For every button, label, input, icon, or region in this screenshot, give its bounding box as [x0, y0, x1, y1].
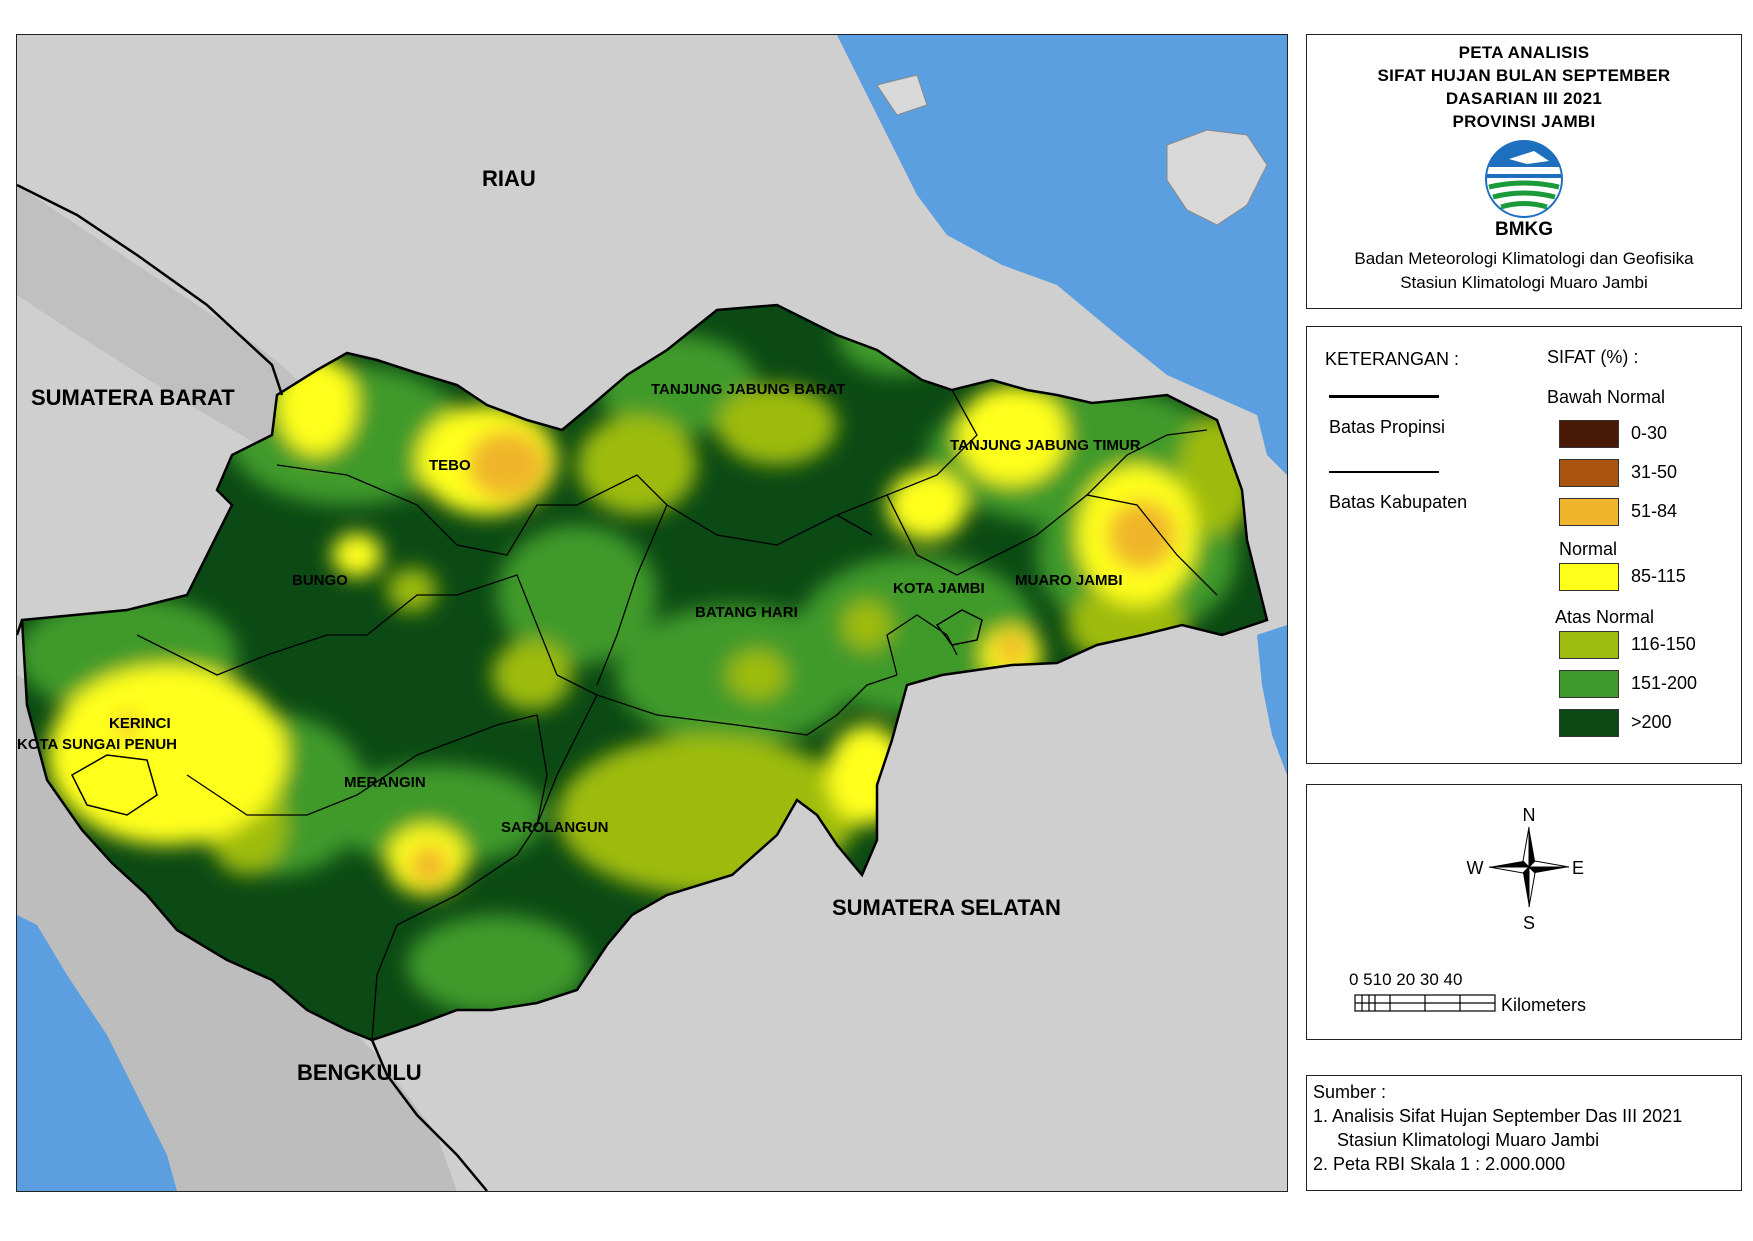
legend-heading: KETERANGAN : [1325, 349, 1460, 369]
label-sarolangun: SAROLANGUN [501, 819, 609, 836]
title-line-2: SIFAT HUJAN BULAN SEPTEMBER [1377, 66, 1671, 85]
source-heading: Sumber : [1313, 1082, 1387, 1102]
legend-class-heading: SIFAT (%) : [1547, 347, 1639, 367]
map-title: PETA ANALISIS SIFAT HUJAN BULAN SEPTEMBE… [1307, 41, 1741, 133]
legend-swatch-151-200 [1559, 670, 1619, 698]
label-merangin: MERANGIN [344, 774, 426, 791]
legend-province-boundary: Batas Propinsi [1329, 417, 1446, 437]
sea-west [17, 915, 177, 1191]
legend-district-boundary: Batas Kabupaten [1329, 492, 1468, 512]
rainfall-map: RIAU SUMATERA BARAT SUMATERA SELATAN BEN… [17, 35, 1287, 1191]
label-kota-sungai-penuh: KOTA SUNGAI PENUH [17, 736, 177, 753]
label-tanjung-jabung-timur: TANJUNG JABUNG TIMUR [950, 437, 1141, 454]
compass-w: W [1467, 858, 1484, 878]
map-frame: RIAU SUMATERA BARAT SUMATERA SELATAN BEN… [16, 34, 1288, 1192]
district-boundaries [136, 389, 1218, 1041]
north-scale-panel: N S E W 0 510 20 30 40 Kilometers [1306, 784, 1742, 1040]
source-panel: Sumber : 1. Analisis Sifat Hujan Septemb… [1306, 1075, 1742, 1191]
legend-label-51-84: 51-84 [1631, 501, 1678, 521]
province-boundary [17, 183, 284, 396]
legend-label-85-115: 85-115 [1631, 566, 1686, 586]
legend-label-116-150: 116-150 [1631, 634, 1696, 654]
island [1166, 129, 1268, 226]
label-kerinci: KERINCI [109, 715, 171, 732]
logo-text: BMKG [1494, 219, 1554, 240]
legend-label-31-50: 31-50 [1631, 462, 1678, 482]
mountain-relief [17, 185, 308, 455]
label-tanjung-jabung-barat: TANJUNG JABUNG BARAT [651, 381, 845, 398]
legend-swatch-0-30 [1559, 420, 1619, 448]
legend-swatch-over-200 [1559, 709, 1619, 737]
compass-e: E [1572, 858, 1584, 878]
label-tebo: TEBO [429, 457, 471, 474]
sea-east-south [1257, 625, 1287, 775]
north-arrow-scale: N S E W 0 510 20 30 40 Kilometers [1349, 805, 1586, 1015]
legend-label-0-30: 0-30 [1631, 423, 1668, 443]
label-riau: RIAU [482, 166, 536, 191]
province-boundary [17, 619, 24, 636]
province-boundary [20, 303, 1269, 1042]
agency-name: Badan Meteorologi Klimatologi dan Geofis… [1354, 249, 1694, 268]
source-line-1: 1. Analisis Sifat Hujan September Das II… [1313, 1106, 1683, 1126]
compass-rose-icon [1488, 826, 1570, 908]
bmkg-logo-icon [1485, 140, 1563, 218]
island [876, 74, 928, 116]
title-line-3: DASARIAN III 2021 [1445, 89, 1603, 108]
legend-swatch-31-50 [1559, 459, 1619, 487]
source-line-2: Stasiun Klimatologi Muaro Jambi [1337, 1130, 1600, 1150]
legend-group-below-normal: Bawah Normal [1547, 387, 1666, 407]
title-line-4: PROVINSI JAMBI [1452, 112, 1596, 131]
kota-sungai-penuh-boundary [71, 754, 158, 816]
legend-group-above-normal: Atas Normal [1555, 607, 1655, 627]
legend-swatch-116-150 [1559, 631, 1619, 659]
compass-s: S [1523, 913, 1535, 933]
label-muaro-jambi: MUARO JAMBI [1015, 572, 1123, 589]
scale-unit: Kilometers [1501, 995, 1586, 1015]
province-boundary [370, 1039, 488, 1191]
legend-swatch-51-84 [1559, 498, 1619, 526]
scale-ticks: 0 510 20 30 40 [1349, 970, 1462, 989]
label-bungo: BUNGO [292, 572, 348, 589]
legend-panel: KETERANGAN : SIFAT (%) : Batas Propinsi … [1306, 326, 1742, 764]
legend-label-151-200: 151-200 [1631, 673, 1698, 693]
label-bengkulu: BENGKULU [297, 1060, 422, 1085]
title-line-1: PETA ANALISIS [1458, 43, 1590, 62]
province-boundary-symbol [1329, 395, 1439, 398]
title-panel: PETA ANALISIS SIFAT HUJAN BULAN SEPTEMBE… [1306, 34, 1742, 309]
label-kota-jambi: KOTA JAMBI [893, 580, 985, 597]
scale-bar [1354, 994, 1496, 1012]
label-batang-hari: BATANG HARI [695, 604, 798, 621]
label-sumatera-barat: SUMATERA BARAT [31, 385, 235, 410]
source-line-3: 2. Peta RBI Skala 1 : 2.000.000 [1313, 1154, 1566, 1174]
compass-n: N [1523, 805, 1536, 825]
legend-group-normal: Normal [1559, 539, 1618, 559]
label-sumatera-selatan: SUMATERA SELATAN [832, 895, 1061, 920]
legend-label-over-200: >200 [1631, 712, 1672, 732]
legend-swatch-85-115 [1559, 563, 1619, 591]
station-name: Stasiun Klimatologi Muaro Jambi [1400, 273, 1648, 292]
kota-jambi-boundary [935, 609, 983, 646]
district-boundary-symbol [1329, 471, 1439, 473]
bmkg-logo: BMKG [1479, 139, 1569, 241]
